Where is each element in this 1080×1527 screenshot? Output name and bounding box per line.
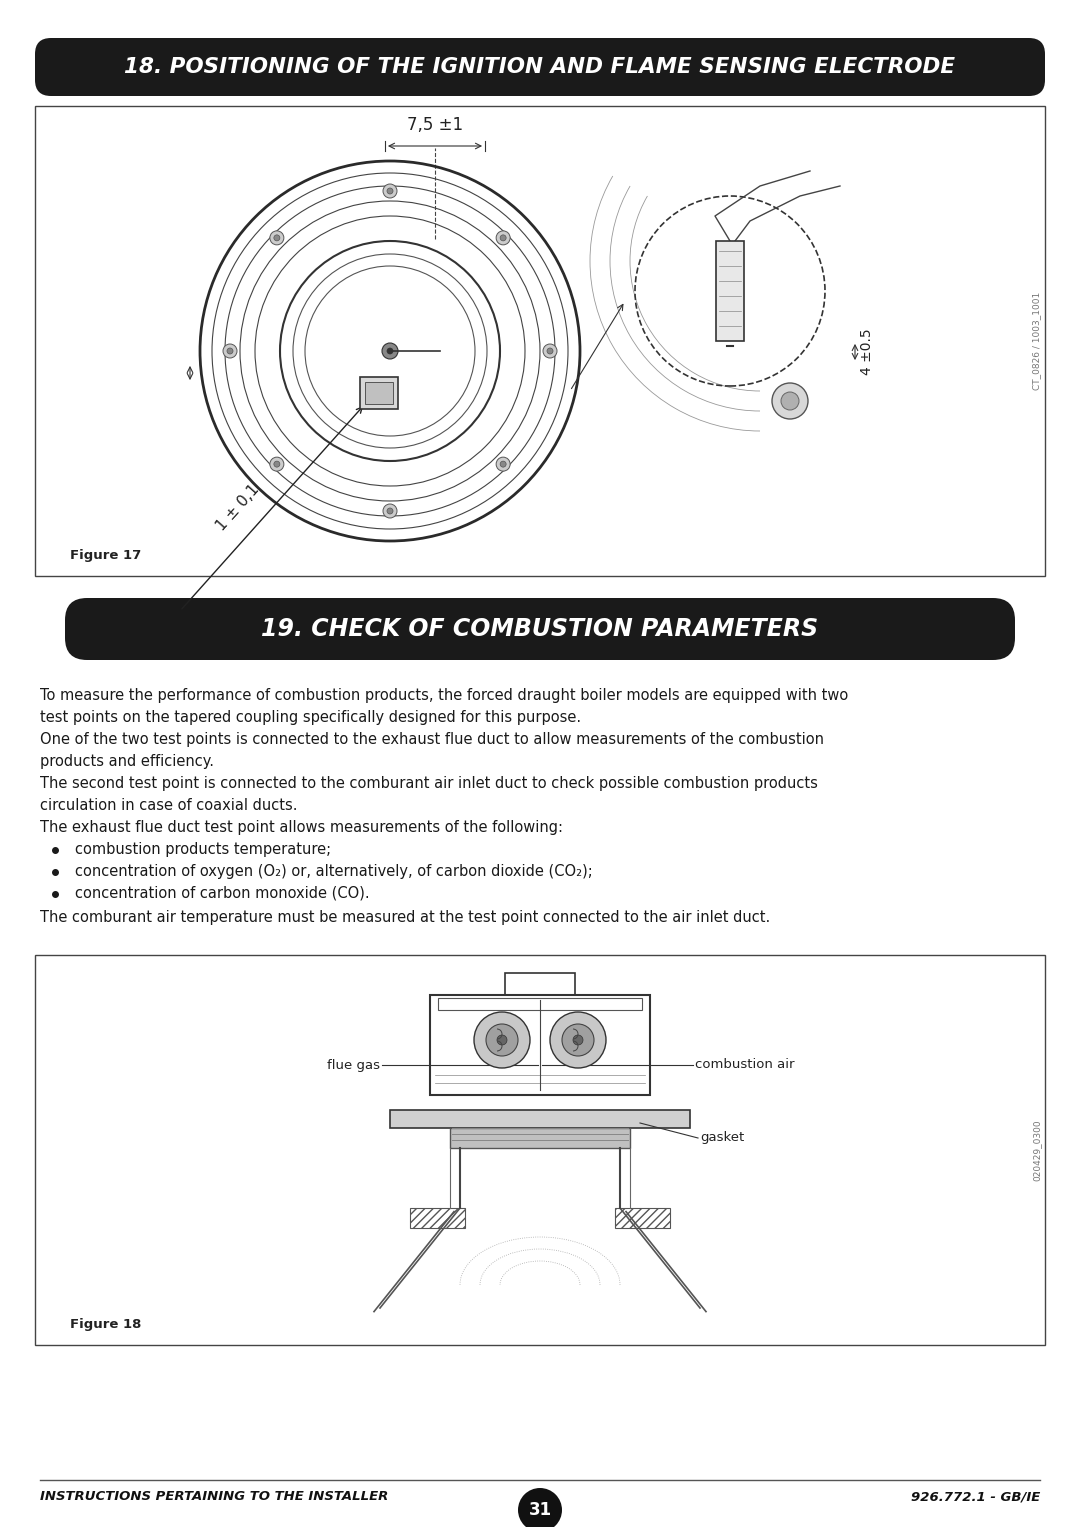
Text: Figure 17: Figure 17 (70, 550, 141, 562)
Circle shape (387, 348, 393, 354)
Text: flue gas: flue gas (327, 1058, 380, 1072)
Text: The comburant air temperature must be measured at the test point connected to th: The comburant air temperature must be me… (40, 910, 770, 925)
Circle shape (270, 457, 284, 472)
Bar (438, 999, 642, 1009)
Circle shape (497, 1035, 507, 1044)
Text: circulation in case of coaxial ducts.: circulation in case of coaxial ducts. (40, 799, 297, 812)
Bar (450, 1128, 630, 1148)
Text: CT_0826 / 1003_1001: CT_0826 / 1003_1001 (1032, 292, 1041, 389)
Bar (716, 241, 744, 341)
FancyBboxPatch shape (65, 599, 1015, 660)
Circle shape (550, 1012, 606, 1067)
Text: products and efficiency.: products and efficiency. (40, 754, 214, 770)
Circle shape (486, 1025, 518, 1057)
Circle shape (383, 504, 397, 518)
Text: concentration of carbon monoxide (CO).: concentration of carbon monoxide (CO). (75, 886, 369, 901)
Circle shape (383, 183, 397, 199)
Circle shape (500, 461, 507, 467)
Circle shape (227, 348, 233, 354)
Text: 020429_0300: 020429_0300 (1032, 1119, 1041, 1180)
Circle shape (270, 231, 284, 244)
Bar (35, 105, 1045, 576)
Text: 4 ±0.5: 4 ±0.5 (860, 328, 874, 376)
Text: gasket: gasket (700, 1132, 744, 1145)
Circle shape (387, 508, 393, 515)
Circle shape (546, 348, 553, 354)
Text: combustion products temperature;: combustion products temperature; (75, 841, 332, 857)
Text: 19. CHECK OF COMBUSTION PARAMETERS: 19. CHECK OF COMBUSTION PARAMETERS (261, 617, 819, 641)
Circle shape (474, 1012, 530, 1067)
Circle shape (222, 344, 237, 357)
Bar (365, 382, 393, 405)
Bar (360, 377, 399, 409)
Circle shape (274, 235, 280, 241)
Circle shape (562, 1025, 594, 1057)
Circle shape (496, 457, 510, 472)
Circle shape (518, 1487, 562, 1527)
Text: The second test point is connected to the comburant air inlet duct to check poss: The second test point is connected to th… (40, 776, 818, 791)
Text: To measure the performance of combustion products, the forced draught boiler mod: To measure the performance of combustion… (40, 689, 848, 702)
Text: test points on the tapered coupling specifically designed for this purpose.: test points on the tapered coupling spec… (40, 710, 581, 725)
Text: The exhaust flue duct test point allows measurements of the following:: The exhaust flue duct test point allows … (40, 820, 563, 835)
Bar (410, 1208, 465, 1228)
Circle shape (543, 344, 557, 357)
Circle shape (781, 392, 799, 411)
Bar (35, 954, 1045, 1345)
Circle shape (772, 383, 808, 418)
Circle shape (387, 188, 393, 194)
Bar (505, 973, 575, 996)
Text: INSTRUCTIONS PERTAINING TO THE INSTALLER: INSTRUCTIONS PERTAINING TO THE INSTALLER (40, 1490, 389, 1503)
Bar (615, 1208, 670, 1228)
FancyBboxPatch shape (35, 38, 1045, 96)
Bar (390, 1110, 690, 1128)
Text: concentration of oxygen (O₂) or, alternatively, of carbon dioxide (CO₂);: concentration of oxygen (O₂) or, alterna… (75, 864, 593, 880)
Circle shape (496, 231, 510, 244)
Text: 926.772.1 - GB/IE: 926.772.1 - GB/IE (910, 1490, 1040, 1503)
Text: 31: 31 (528, 1501, 552, 1519)
Text: 7,5 ±1: 7,5 ±1 (407, 116, 463, 134)
Text: Figure 18: Figure 18 (70, 1318, 141, 1332)
Text: 1 ± 0,1: 1 ± 0,1 (213, 481, 261, 533)
Text: 18. POSITIONING OF THE IGNITION AND FLAME SENSING ELECTRODE: 18. POSITIONING OF THE IGNITION AND FLAM… (124, 56, 956, 76)
Bar (430, 996, 650, 1095)
Text: One of the two test points is connected to the exhaust flue duct to allow measur: One of the two test points is connected … (40, 731, 824, 747)
Circle shape (382, 344, 399, 359)
Circle shape (500, 235, 507, 241)
Circle shape (274, 461, 280, 467)
Circle shape (573, 1035, 583, 1044)
Text: combustion air: combustion air (696, 1058, 795, 1072)
